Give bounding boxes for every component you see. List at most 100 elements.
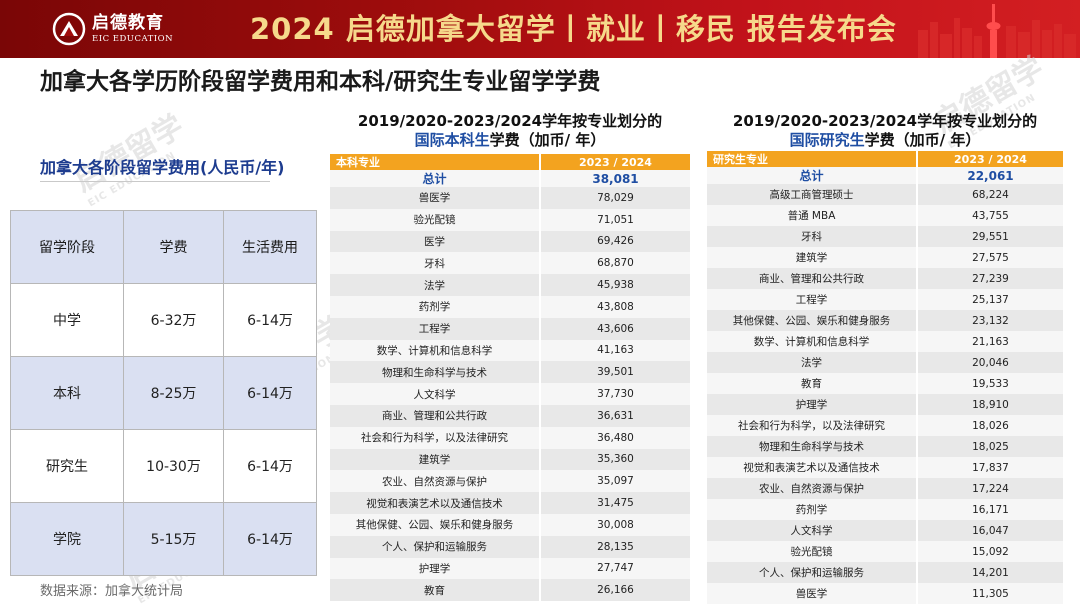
tuition-value: 20,046 xyxy=(916,352,1063,373)
major-name: 人文科学 xyxy=(707,520,917,541)
major-name: 医学 xyxy=(330,230,540,253)
table-row: 工程学 25,137 xyxy=(707,289,1063,310)
eic-logo: 启德教育 EIC EDUCATION xyxy=(52,9,173,49)
tuition-value: 37,730 xyxy=(539,383,690,405)
major-name: 视觉和表演艺术以及通信技术 xyxy=(707,457,917,478)
tuition-value: 28,135 xyxy=(539,535,690,558)
major-name: 兽医学 xyxy=(330,187,540,209)
undergrad-title-line1: 2019/2020-2023/2024学年按专业划分的 xyxy=(357,112,663,130)
tuition-value: 23,132 xyxy=(916,310,1063,331)
table-row: 兽医学 11,305 xyxy=(707,583,1063,604)
table-row: 其他保健、公园、娱乐和健身服务 30,008 xyxy=(330,513,690,536)
major-name: 验光配镜 xyxy=(330,208,540,231)
stage-cell: 学院 xyxy=(10,502,124,576)
table-row: 法学 45,938 xyxy=(330,274,690,296)
stage-cell: 研究生 xyxy=(10,429,124,503)
tuition-value: 35,360 xyxy=(539,448,690,471)
tuition-cell: 10-30万 xyxy=(123,429,224,503)
tuition-value: 68,224 xyxy=(916,184,1063,205)
tuition-value: 16,047 xyxy=(916,520,1063,541)
graduate-title-rest: 学费（加币/ 年） xyxy=(864,131,981,149)
table-row: 医学 69,426 xyxy=(330,230,690,253)
tuition-value: 19,533 xyxy=(916,373,1063,394)
major-name: 法学 xyxy=(330,274,540,296)
tuition-value: 16,171 xyxy=(916,499,1063,520)
table-row: 视觉和表演艺术以及通信技术 31,475 xyxy=(330,492,690,514)
tuition-value: 71,051 xyxy=(539,208,690,231)
table-row: 个人、保护和运输服务 14,201 xyxy=(707,562,1063,583)
tuition-value: 25,137 xyxy=(916,289,1063,310)
header-tuition: 学费 xyxy=(123,210,224,284)
table-header-row: 研究生专业 2023 / 2024 xyxy=(707,151,1063,167)
logo-cn-text: 启德教育 xyxy=(92,13,164,33)
stage-costs-table: 留学阶段 学费 生活费用 中学 6-32万 6-14万 本科 8-25万 6-1… xyxy=(10,210,317,576)
major-name: 药剂学 xyxy=(707,499,917,520)
graduate-tuition-table: 研究生专业 2023 / 2024 总计 22,061 高级工商管理硕士 68,2… xyxy=(707,151,1063,604)
total-label: 总计 xyxy=(330,170,540,187)
undergrad-title: 2019/2020-2023/2024学年按专业划分的 国际本科生学费（加币/ … xyxy=(330,112,690,152)
major-name: 建筑学 xyxy=(330,448,540,471)
table-row: 护理学 18,910 xyxy=(707,394,1063,415)
table-row: 验光配镜 71,051 xyxy=(330,208,690,231)
table-row: 社会和行为科学，以及法律研究 18,026 xyxy=(707,415,1063,436)
major-name: 高级工商管理硕士 xyxy=(707,184,917,205)
major-name: 牙科 xyxy=(330,252,540,275)
table-row: 牙科 29,551 xyxy=(707,226,1063,247)
living-cell: 6-14万 xyxy=(223,283,317,357)
header-major: 研究生专业 xyxy=(707,151,917,167)
major-name: 教育 xyxy=(330,579,540,602)
tuition-value: 68,870 xyxy=(539,252,690,275)
table-row: 视觉和表演艺术以及通信技术 17,837 xyxy=(707,457,1063,478)
major-name: 护理学 xyxy=(707,394,917,415)
major-name: 社会和行为科学，以及法律研究 xyxy=(330,426,540,449)
major-name: 普通 MBA xyxy=(707,205,917,226)
living-cell: 6-14万 xyxy=(223,356,317,430)
table-header-row: 本科专业 2023 / 2024 xyxy=(330,154,690,170)
major-name: 商业、管理和公共行政 xyxy=(330,404,540,427)
table-row: 人文科学 16,047 xyxy=(707,520,1063,541)
tuition-value: 69,426 xyxy=(539,230,690,253)
table-row: 人文科学 37,730 xyxy=(330,383,690,405)
table-row: 教育 19,533 xyxy=(707,373,1063,394)
table-row: 教育 26,166 xyxy=(330,579,690,602)
tuition-value: 31,475 xyxy=(539,492,690,514)
total-value: 38,081 xyxy=(539,170,690,187)
major-name: 药剂学 xyxy=(330,295,540,318)
tuition-value: 41,163 xyxy=(539,339,690,362)
tuition-value: 26,166 xyxy=(539,579,690,602)
divider xyxy=(40,181,270,182)
tuition-value: 27,747 xyxy=(539,557,690,580)
table-row: 商业、管理和公共行政 36,631 xyxy=(330,404,690,427)
data-source: 数据来源：加拿大统计局 xyxy=(40,584,184,599)
tuition-value: 29,551 xyxy=(916,226,1063,247)
tuition-value: 36,631 xyxy=(539,404,690,427)
graduate-title: 2019/2020-2023/2024学年按专业划分的 国际研究生学费（加币/ … xyxy=(705,112,1065,152)
tuition-value: 78,029 xyxy=(539,187,690,209)
major-name: 建筑学 xyxy=(707,247,917,268)
tuition-value: 36,480 xyxy=(539,426,690,449)
table-row: 中学 6-32万 6-14万 xyxy=(10,283,317,357)
banner-title-text: 启德加拿大留学丨就业丨移民 报告发布会 xyxy=(345,12,897,46)
table-row: 其他保健、公园、娱乐和健身服务 23,132 xyxy=(707,310,1063,331)
total-label: 总计 xyxy=(707,167,917,184)
tuition-value: 21,163 xyxy=(916,331,1063,352)
undergrad-title-rest: 学费（加币/ 年） xyxy=(489,131,606,149)
table-row: 高级工商管理硕士 68,224 xyxy=(707,184,1063,205)
tuition-value: 18,910 xyxy=(916,394,1063,415)
table-row: 牙科 68,870 xyxy=(330,252,690,275)
table-row: 研究生 10-30万 6-14万 xyxy=(10,429,317,503)
table-row: 数学、计算机和信息科学 21,163 xyxy=(707,331,1063,352)
undergrad-tuition-table: 本科专业 2023 / 2024 总计 38,081 兽医学 78,029 验光配镜… xyxy=(330,154,690,602)
tuition-value: 43,808 xyxy=(539,295,690,318)
tuition-value: 15,092 xyxy=(916,541,1063,562)
major-name: 农业、自然资源与保护 xyxy=(707,478,917,499)
major-name: 个人、保护和运输服务 xyxy=(707,562,917,583)
major-name: 数学、计算机和信息科学 xyxy=(707,331,917,352)
table-row: 工程学 43,606 xyxy=(330,317,690,340)
eic-logo-icon xyxy=(52,12,86,46)
tuition-value: 43,606 xyxy=(539,317,690,340)
header-major: 本科专业 xyxy=(330,154,540,170)
major-name: 个人、保护和运输服务 xyxy=(330,535,540,558)
major-name: 商业、管理和公共行政 xyxy=(707,268,917,289)
tuition-value: 18,026 xyxy=(916,415,1063,436)
